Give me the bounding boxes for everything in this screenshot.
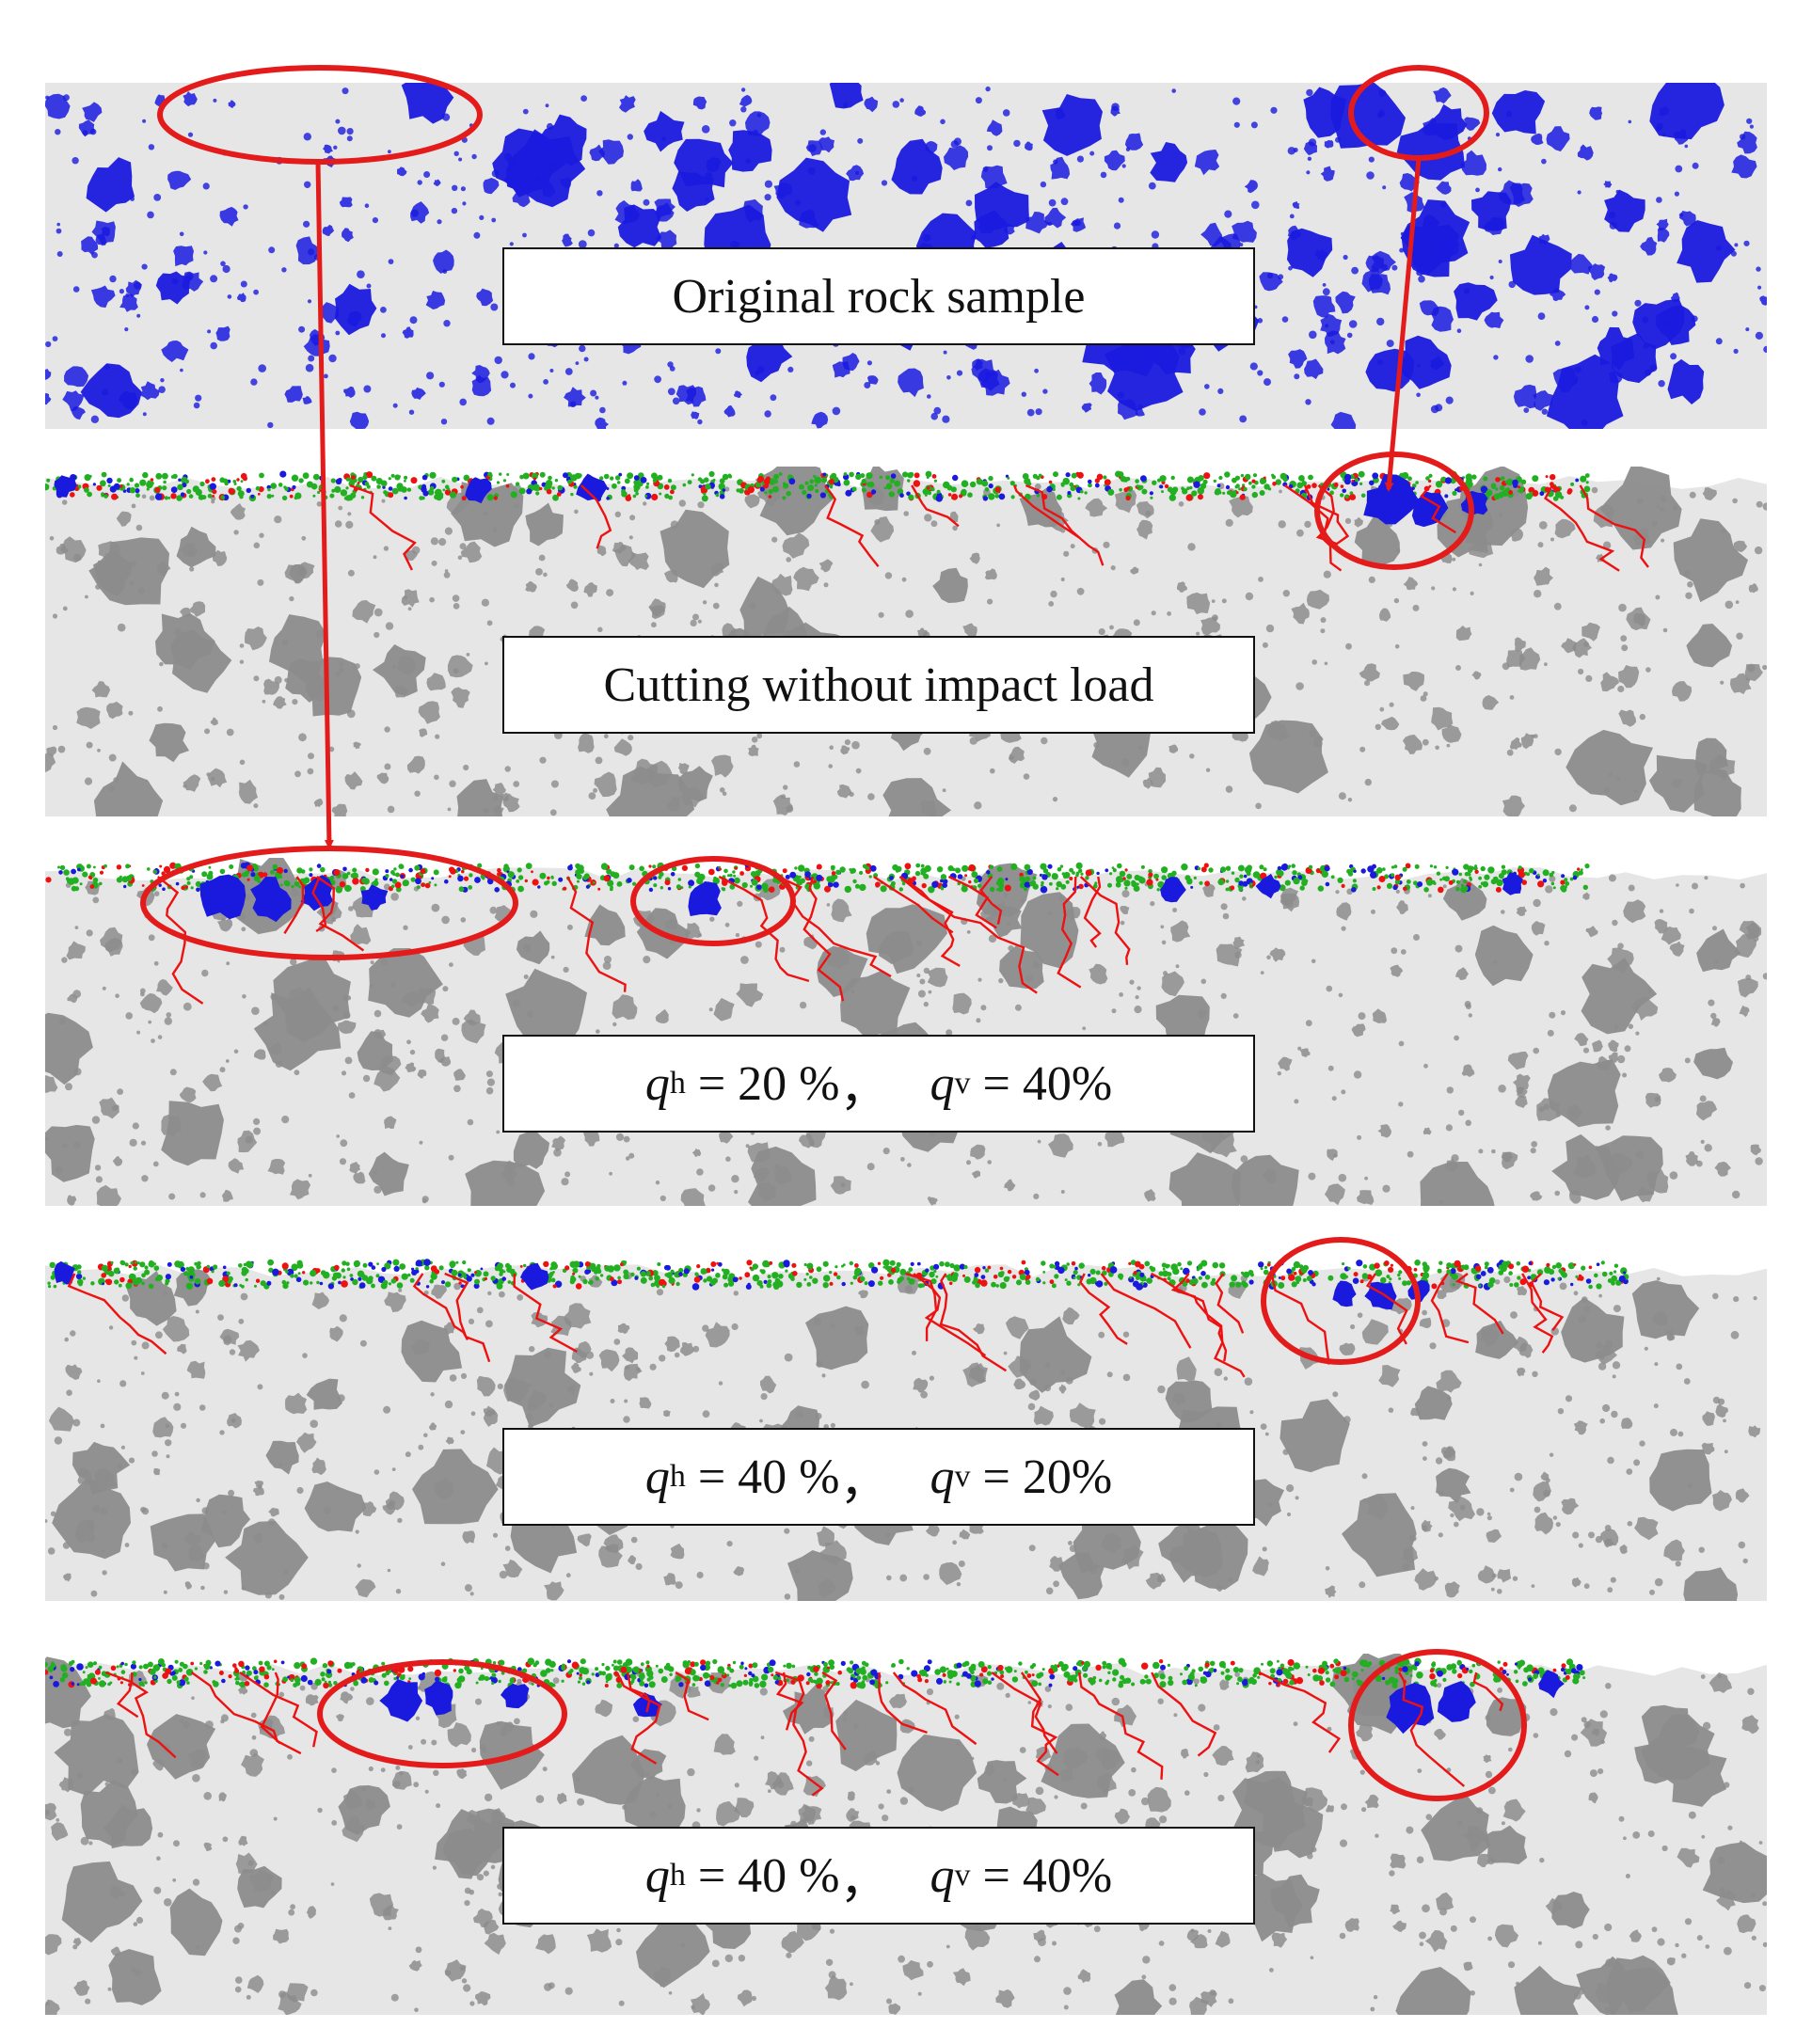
panel-original-rock [45, 83, 1767, 429]
label-original: Original rock sample [502, 247, 1255, 345]
q-symbol: q [930, 1848, 955, 1903]
highlight-ellipse [317, 1659, 567, 1768]
arrow-left [315, 161, 334, 849]
label-no-impact-text: Cutting without impact load [603, 658, 1154, 712]
highlight-ellipse [1261, 1237, 1421, 1365]
equals: = [970, 1056, 1023, 1111]
highlight-ellipse [140, 846, 518, 960]
highlight-ellipse [157, 65, 483, 165]
qh-value: 40 % [738, 1450, 840, 1504]
qh-value: 20 % [738, 1056, 840, 1111]
arrow-right [1384, 157, 1422, 492]
highlight-ellipse [630, 856, 796, 946]
qv-value: 20% [1022, 1450, 1113, 1504]
highlight-ellipse [1314, 452, 1474, 570]
panel-qh40-qv20 [45, 1259, 1767, 1601]
q-symbol: q [930, 1056, 955, 1111]
v-subscript: v [954, 1858, 971, 1893]
equals: = [970, 1450, 1023, 1504]
v-subscript: v [954, 1459, 971, 1494]
q-symbol: q [644, 1848, 670, 1903]
equals: = [970, 1848, 1023, 1903]
particle-field [45, 83, 1767, 429]
h-subscript: h [669, 1858, 686, 1893]
particle-field [45, 1259, 1767, 1601]
equals: = [685, 1848, 739, 1903]
label-no-impact: Cutting without impact load [502, 636, 1255, 734]
v-subscript: v [954, 1066, 971, 1101]
qv-value: 40% [1022, 1848, 1113, 1903]
equals: = [685, 1056, 739, 1111]
q-symbol: q [644, 1450, 670, 1504]
separator: ， [839, 1854, 889, 1909]
label-original-text: Original rock sample [672, 269, 1086, 324]
h-subscript: h [669, 1066, 686, 1101]
q-symbol: q [930, 1450, 955, 1504]
qv-value: 40% [1022, 1056, 1113, 1111]
highlight-ellipse [1348, 65, 1489, 161]
h-subscript: h [669, 1459, 686, 1494]
separator: ， [839, 1062, 889, 1117]
separator: ， [839, 1455, 889, 1510]
highlight-ellipse [1348, 1649, 1527, 1801]
qh-value: 40 % [738, 1848, 840, 1903]
equals: = [685, 1450, 739, 1504]
q-symbol: q [644, 1056, 670, 1111]
